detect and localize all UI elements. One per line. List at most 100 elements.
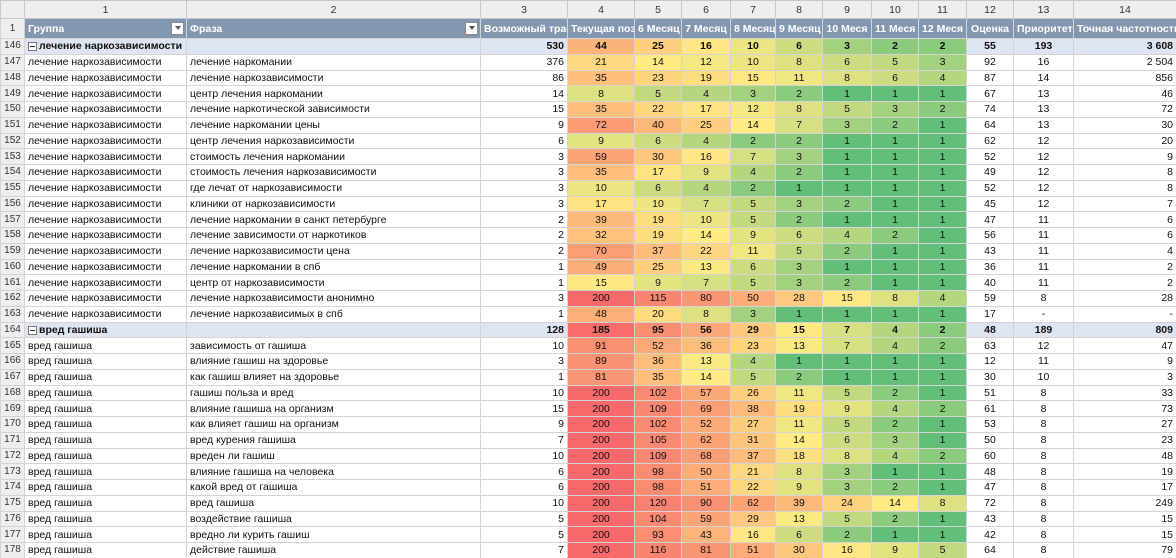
value-cell: 11 <box>1013 227 1074 244</box>
group-cell: лечение наркозависимости <box>24 305 187 323</box>
row-number[interactable]: 158 <box>0 227 25 244</box>
value-cell: 48 <box>966 463 1014 480</box>
column-number[interactable]: 5 <box>634 0 682 19</box>
row-number[interactable]: 149 <box>0 85 25 102</box>
header-cell: Группа <box>24 18 187 39</box>
column-number[interactable]: 4 <box>567 0 635 19</box>
value-cell: 2 <box>871 384 919 402</box>
row-number[interactable]: 172 <box>0 447 25 465</box>
header-cell: 8 Месяц <box>730 18 776 39</box>
column-number[interactable]: 7 <box>730 0 776 19</box>
group-text: лечение наркозависимости <box>28 56 162 69</box>
value-cell: 15 <box>567 274 635 291</box>
header-text: Группа <box>28 22 65 35</box>
value-cell: 52 <box>966 179 1014 197</box>
value-cell: 5 <box>480 510 568 528</box>
value-cell: 5 <box>822 101 872 118</box>
value-cell: 12 <box>1013 148 1074 165</box>
value-cell: 9 <box>567 132 635 150</box>
group-cell: лечение наркозависимости <box>24 290 187 307</box>
data-row: 160 лечение наркозависимости лечение нарко… <box>0 258 1176 276</box>
column-number[interactable]: 9 <box>822 0 872 19</box>
column-number[interactable]: 11 <box>918 0 967 19</box>
value-cell: 1 <box>871 242 919 260</box>
value-cell: 5 <box>775 242 823 260</box>
row-number[interactable]: 162 <box>0 290 25 307</box>
column-number[interactable]: 10 <box>871 0 919 19</box>
value-cell: 3 <box>775 258 823 276</box>
group-text: лечение наркозависимости <box>28 150 162 163</box>
filter-button[interactable] <box>171 22 184 35</box>
collapse-button[interactable] <box>28 325 37 335</box>
filter-button[interactable] <box>465 22 478 35</box>
value-cell: 11 <box>1013 274 1074 291</box>
value-cell: 4 <box>871 447 919 465</box>
row-number[interactable]: 160 <box>0 258 25 276</box>
value-cell: 3 <box>775 274 823 291</box>
phrase-cell: гашиш польза и вред <box>186 384 481 402</box>
row-number[interactable]: 166 <box>0 353 25 370</box>
row-number[interactable]: 171 <box>0 431 25 449</box>
column-number[interactable]: 1 <box>24 0 187 19</box>
column-number[interactable]: 3 <box>480 0 568 19</box>
value-cell: 200 <box>567 494 635 512</box>
value-cell: 3 <box>822 463 872 480</box>
column-number[interactable]: 12 <box>966 0 1014 19</box>
group-text: вред гашиша <box>28 544 93 557</box>
value-cell: 30 <box>775 542 823 558</box>
row-number[interactable]: 156 <box>0 195 25 213</box>
column-number[interactable]: 2 <box>186 0 481 19</box>
row-number[interactable]: 170 <box>0 416 25 433</box>
value-cell: 30 <box>1073 116 1176 134</box>
value-cell: 1 <box>871 258 919 276</box>
row-number[interactable]: 163 <box>0 305 25 323</box>
phrase-cell: лечение наркозависимости анонимно <box>186 290 481 307</box>
value-cell: 376 <box>480 53 568 71</box>
column-number[interactable]: 14 <box>1073 0 1176 19</box>
row-number[interactable]: 176 <box>0 510 25 528</box>
row-number[interactable]: 151 <box>0 116 25 134</box>
row-number[interactable]: 168 <box>0 384 25 402</box>
value-cell: 23 <box>730 337 776 354</box>
row-number[interactable]: 173 <box>0 463 25 480</box>
row-number[interactable]: 154 <box>0 164 25 181</box>
row-number[interactable]: 159 <box>0 242 25 260</box>
column-number[interactable]: 6 <box>681 0 731 19</box>
row-number[interactable]: 161 <box>0 274 25 291</box>
value-cell: 32 <box>567 227 635 244</box>
value-cell: 35 <box>567 69 635 87</box>
row-number[interactable]: 178 <box>0 542 25 558</box>
value-cell: 21 <box>567 53 635 71</box>
row-number[interactable]: 148 <box>0 69 25 87</box>
row-number[interactable]: 165 <box>0 337 25 354</box>
phrase-cell: лечение наркомании цены <box>186 116 481 134</box>
collapse-button[interactable] <box>28 42 37 52</box>
row-number[interactable]: 164 <box>0 321 25 339</box>
phrase-cell: лечение наркомании <box>186 53 481 71</box>
value-cell: 2 <box>871 416 919 433</box>
group-text: вред гашиша <box>28 434 93 447</box>
value-cell: 2 <box>775 211 823 228</box>
column-number[interactable]: 13 <box>1013 0 1074 19</box>
row-number[interactable]: 177 <box>0 526 25 543</box>
row-number[interactable]: 153 <box>0 148 25 165</box>
row-number[interactable]: 150 <box>0 101 25 118</box>
value-cell: 1 <box>918 211 967 228</box>
column-number[interactable]: 8 <box>775 0 823 19</box>
row-number[interactable]: 169 <box>0 400 25 417</box>
row-number[interactable]: 146 <box>0 38 25 55</box>
row-number[interactable]: 147 <box>0 53 25 71</box>
row-number[interactable]: 152 <box>0 132 25 150</box>
row-number[interactable]: 175 <box>0 494 25 512</box>
row-number[interactable]: 174 <box>0 479 25 496</box>
row-number[interactable]: 167 <box>0 368 25 386</box>
group-text: лечение наркозависимости <box>28 197 162 210</box>
data-row: 175 вред гашиша вред гашиша 10 200 120 90 62 39 2… <box>0 494 1176 512</box>
value-cell: 36 <box>681 337 731 354</box>
row-number[interactable]: 157 <box>0 211 25 228</box>
value-cell: 49 <box>966 164 1014 181</box>
row-number[interactable]: 1 <box>0 18 25 39</box>
value-cell: 27 <box>730 416 776 433</box>
value-cell: 17 <box>567 195 635 213</box>
row-number[interactable]: 155 <box>0 179 25 197</box>
